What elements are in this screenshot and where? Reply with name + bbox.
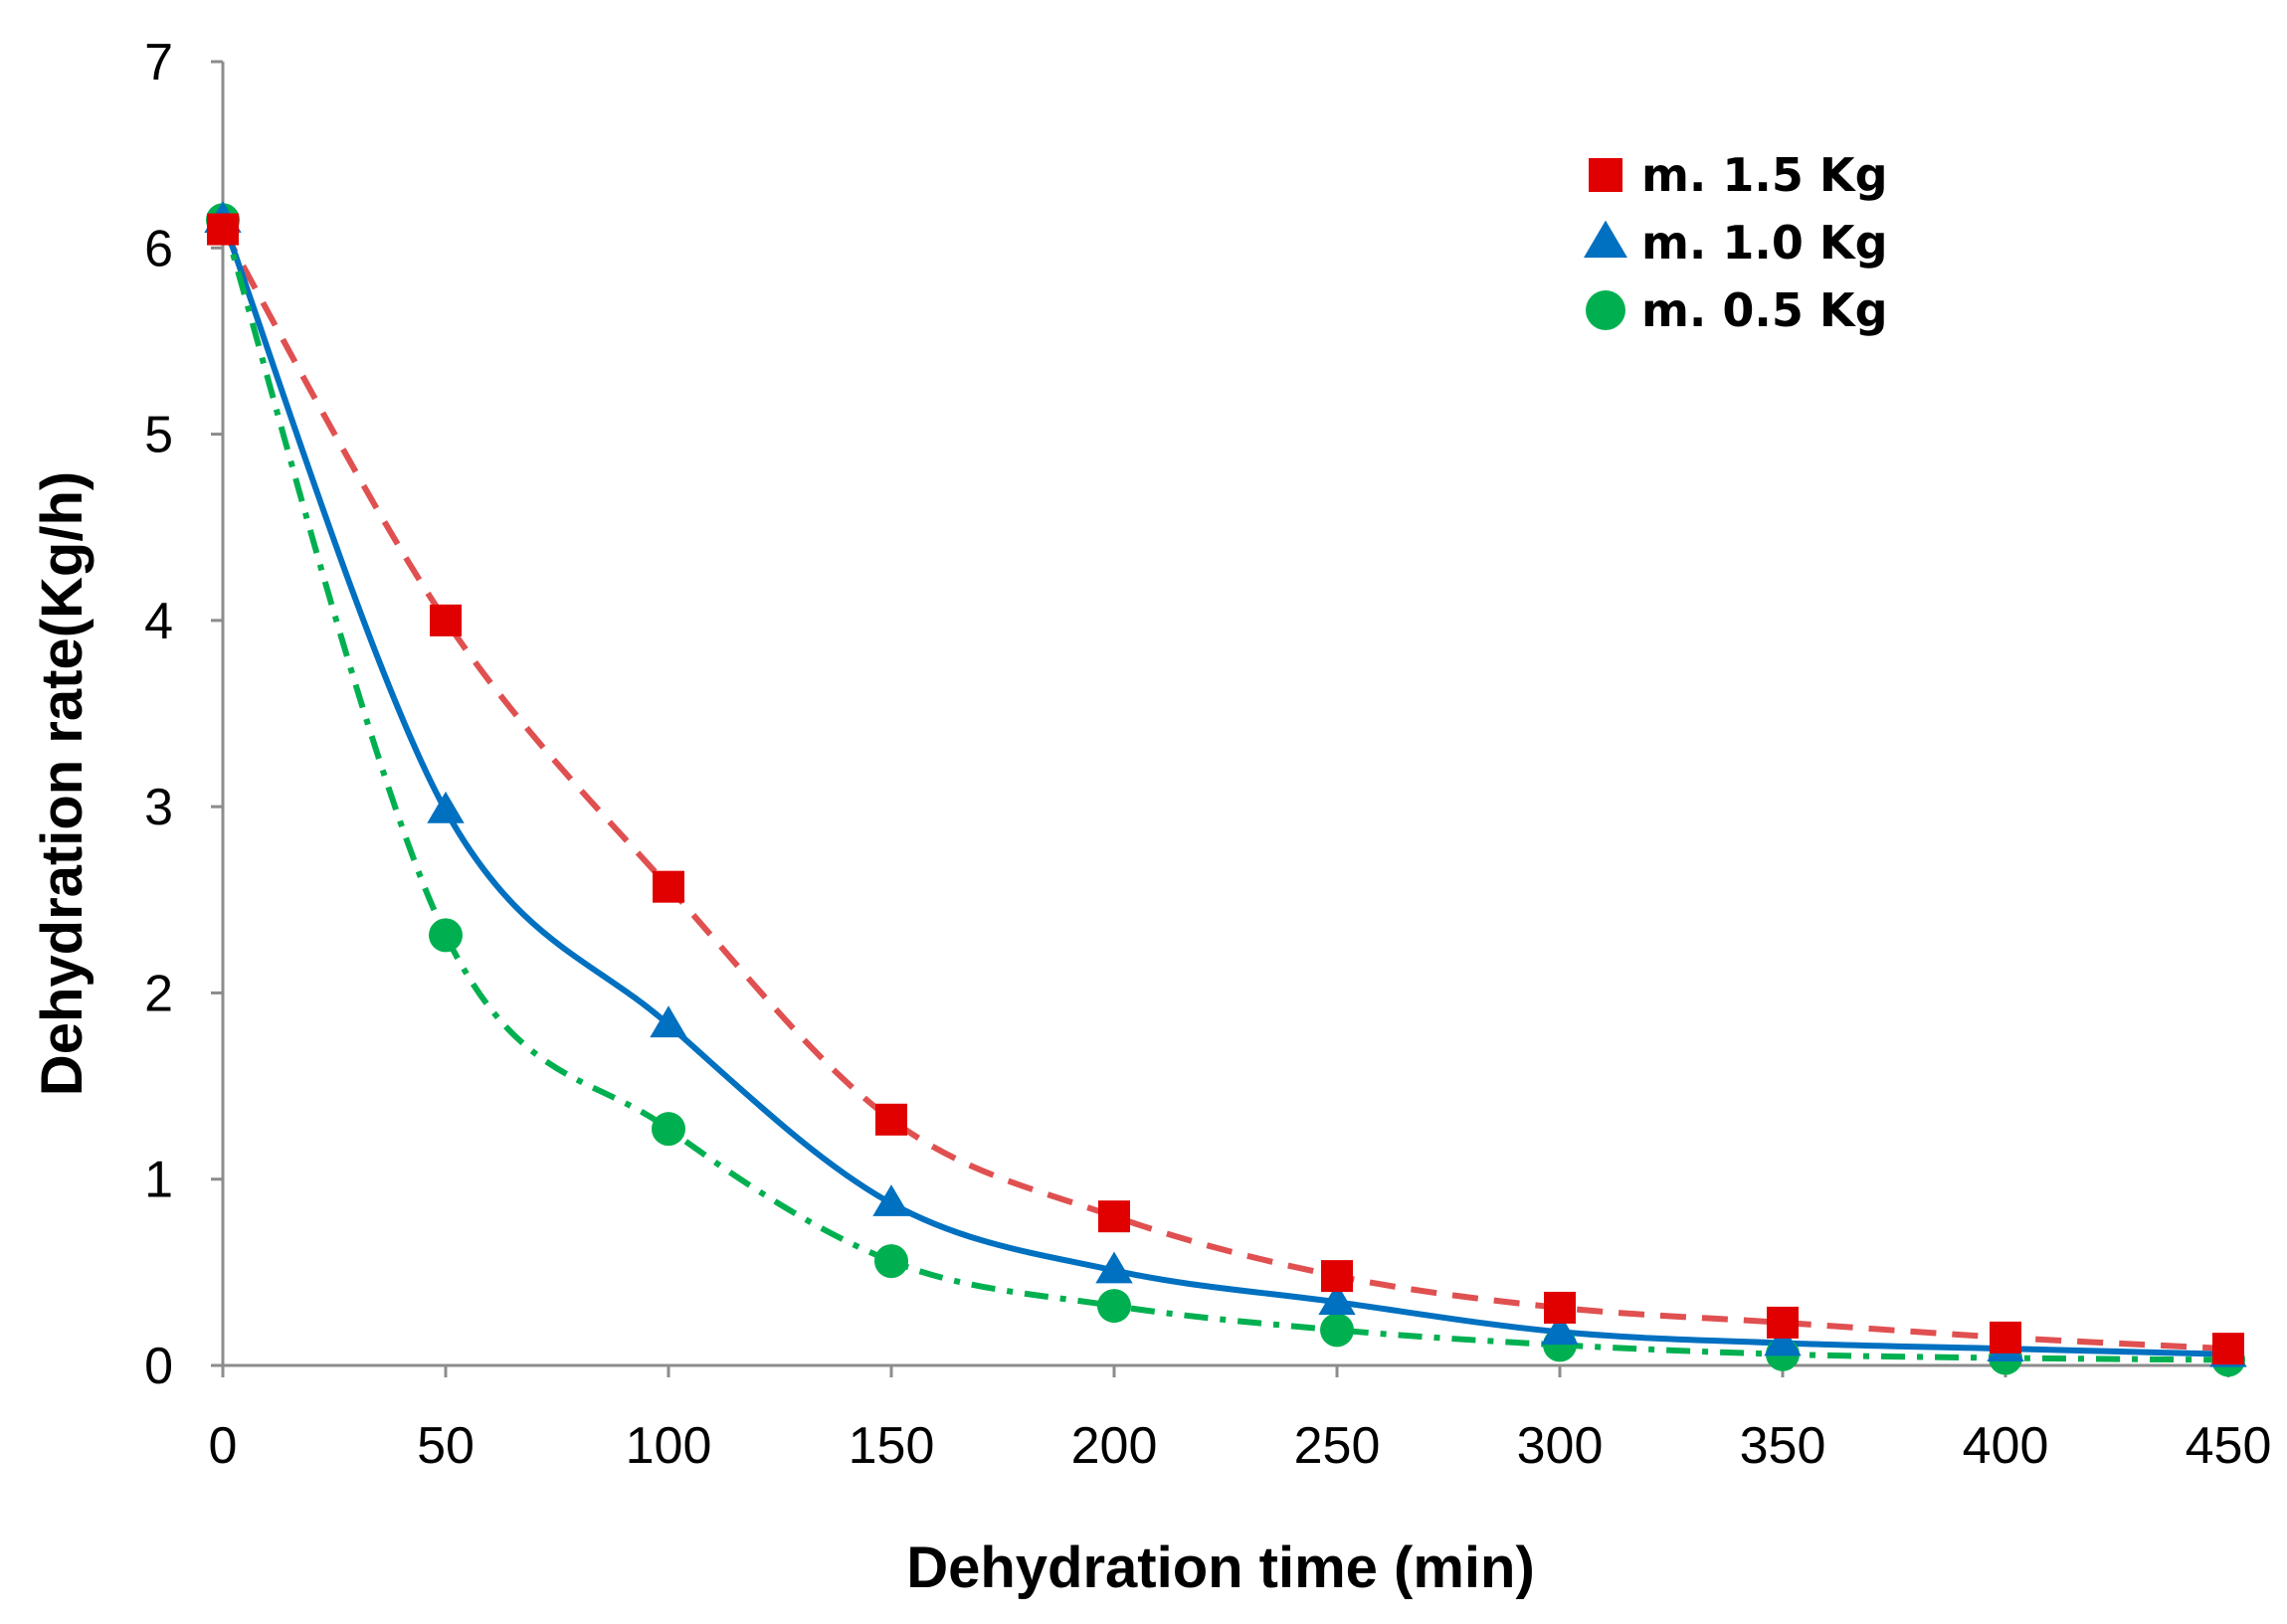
series-3-point xyxy=(652,1112,685,1147)
x-tick-label: 200 xyxy=(1071,1417,1158,1475)
x-tick-label: 400 xyxy=(1963,1417,2049,1475)
series-1-point xyxy=(1990,1321,2021,1353)
series-2-point xyxy=(1095,1251,1133,1284)
ticks: 0 50 100 150 200 250 300 350 400 450 0 1 2 3 4 5 6 7 xyxy=(144,34,2271,1475)
series-1-point xyxy=(2212,1333,2244,1365)
x-tick-label: 450 xyxy=(2186,1417,2272,1475)
series-1-point xyxy=(1098,1200,1130,1233)
series-markers xyxy=(204,201,2247,1377)
series-1-point xyxy=(875,1103,907,1136)
series-lines xyxy=(220,219,2229,1363)
series-1-point xyxy=(430,604,462,636)
series-1-point xyxy=(207,213,239,246)
x-tick-label: 350 xyxy=(1740,1417,1826,1475)
series-line-1 xyxy=(220,228,2229,1353)
series-2-point xyxy=(1318,1283,1356,1316)
series-3-point xyxy=(874,1244,908,1279)
x-tick-label: 100 xyxy=(626,1417,712,1475)
series-1-point xyxy=(1767,1306,1799,1339)
y-tick-label: 5 xyxy=(144,407,173,464)
y-tick-label: 7 xyxy=(144,34,173,91)
y-tick-label: 1 xyxy=(144,1152,173,1209)
x-tick-label: 250 xyxy=(1294,1417,1381,1475)
series-3-point xyxy=(1097,1289,1131,1324)
y-tick-label: 4 xyxy=(144,593,173,650)
x-tick-label: 50 xyxy=(417,1417,475,1475)
y-tick-label: 6 xyxy=(144,220,173,277)
series-1-point xyxy=(1544,1291,1576,1324)
axes xyxy=(221,62,2228,1367)
y-tick-label: 2 xyxy=(144,965,173,1022)
legend-marker-3 xyxy=(1586,290,1625,330)
x-axis-title: Dehydration time (min) xyxy=(906,1535,1535,1600)
series-line-3 xyxy=(220,219,2229,1363)
legend-label-2: m. 1.0 Kg xyxy=(1641,216,1888,270)
series-1-point xyxy=(1321,1260,1353,1293)
legend-marker-1 xyxy=(1589,158,1622,192)
y-axis-title: Dehydration rate(Kg/h) xyxy=(30,471,95,1096)
series-2-point xyxy=(1541,1313,1579,1346)
series-2-point xyxy=(427,791,465,823)
y-tick-label: 3 xyxy=(144,779,173,836)
series-3-point xyxy=(1320,1313,1354,1348)
series-2-point xyxy=(650,1005,687,1038)
y-tick-label: 0 xyxy=(144,1338,173,1395)
legend-label-3: m. 0.5 Kg xyxy=(1641,283,1888,337)
series-3-point xyxy=(429,918,463,953)
x-tick-label: 0 xyxy=(209,1417,238,1475)
legend-marker-2 xyxy=(1584,220,1627,259)
legend-label-1: m. 1.5 Kg xyxy=(1641,148,1888,202)
x-tick-label: 150 xyxy=(849,1417,935,1475)
series-2-point xyxy=(872,1184,910,1216)
series-2-point xyxy=(1764,1324,1802,1356)
x-tick-label: 300 xyxy=(1517,1417,1604,1475)
series-1-point xyxy=(653,870,684,903)
series-line-2 xyxy=(220,219,2229,1357)
legend: m. 1.5 Kg m. 1.0 Kg m. 0.5 Kg xyxy=(1584,148,1888,337)
